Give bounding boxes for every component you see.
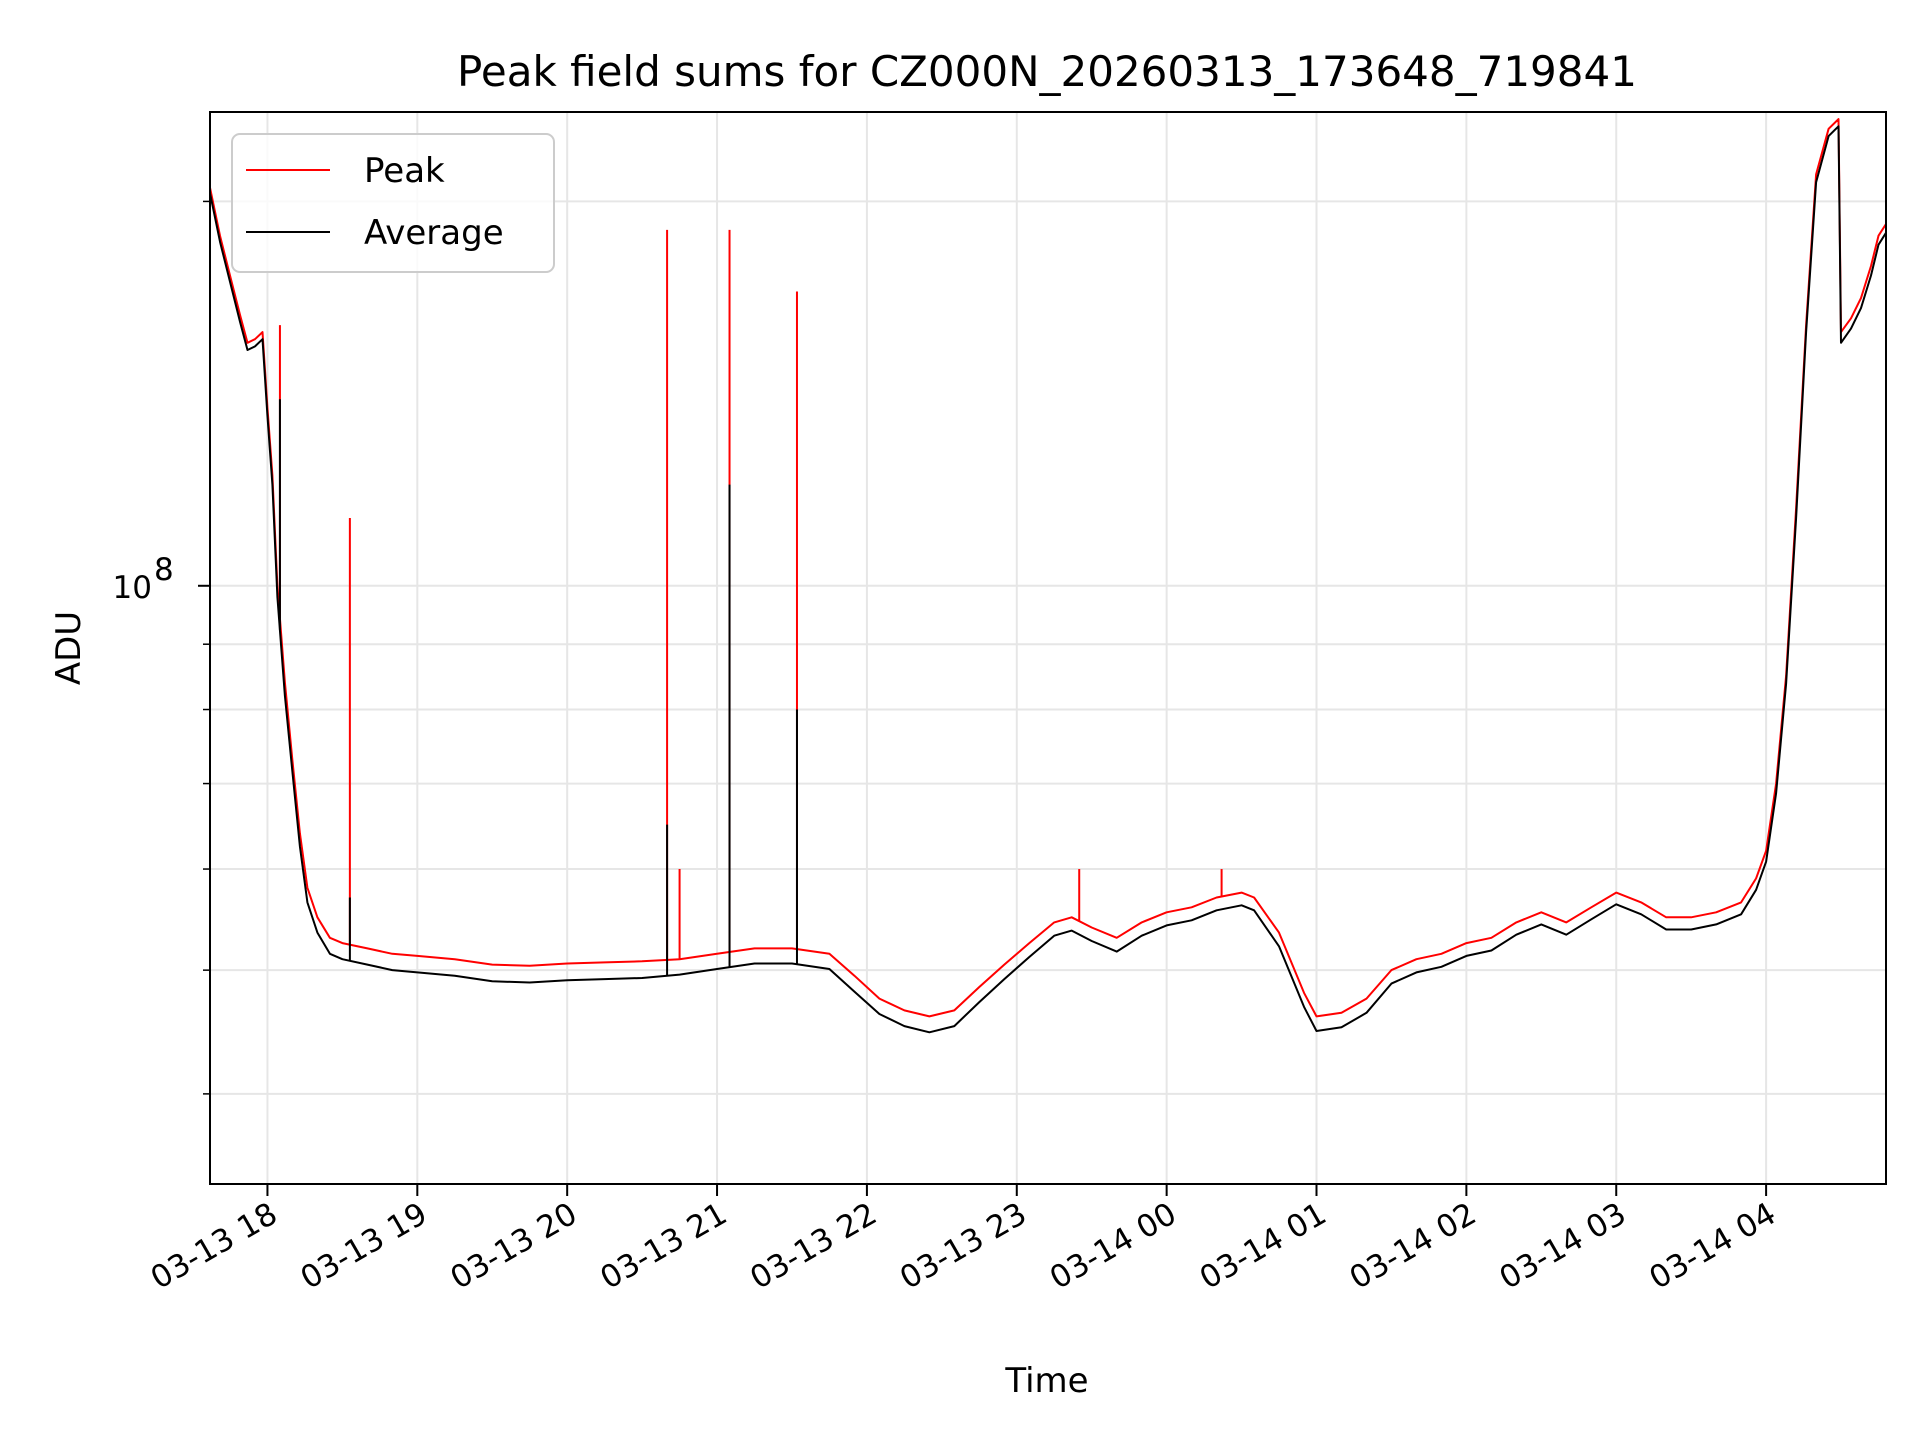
legend-label-average: Average <box>364 213 504 253</box>
x-axis-label: Time <box>1004 1361 1088 1401</box>
y-axis-label: ADU <box>49 611 89 685</box>
plot-frame <box>209 111 1887 1185</box>
y-tick-label: 10 <box>113 570 152 606</box>
chart-title: Peak field sums for CZ000N_20260313_1736… <box>457 47 1637 96</box>
legend: Peak Average <box>231 133 555 273</box>
y-tick-exponent: 8 <box>154 552 174 588</box>
series-line-average <box>209 125 1887 1034</box>
plot-area <box>210 112 1886 1184</box>
y-axis-ticks: 10 8 <box>113 200 210 1095</box>
series-line-peak <box>209 118 1887 1018</box>
legend-box <box>231 133 555 273</box>
grid-lines <box>210 112 1886 1184</box>
legend-label-peak: Peak <box>364 151 445 191</box>
series-layer <box>209 118 1887 1034</box>
